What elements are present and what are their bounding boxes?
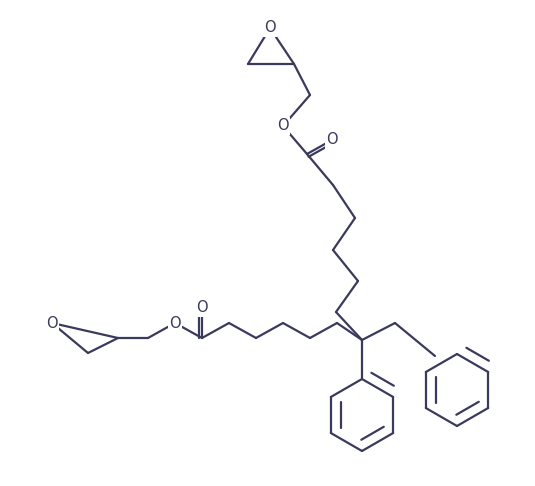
Text: O: O bbox=[169, 315, 181, 330]
Text: O: O bbox=[326, 133, 338, 147]
Text: O: O bbox=[277, 119, 289, 134]
Text: O: O bbox=[46, 315, 58, 330]
Text: O: O bbox=[264, 20, 276, 35]
Text: O: O bbox=[196, 300, 208, 315]
